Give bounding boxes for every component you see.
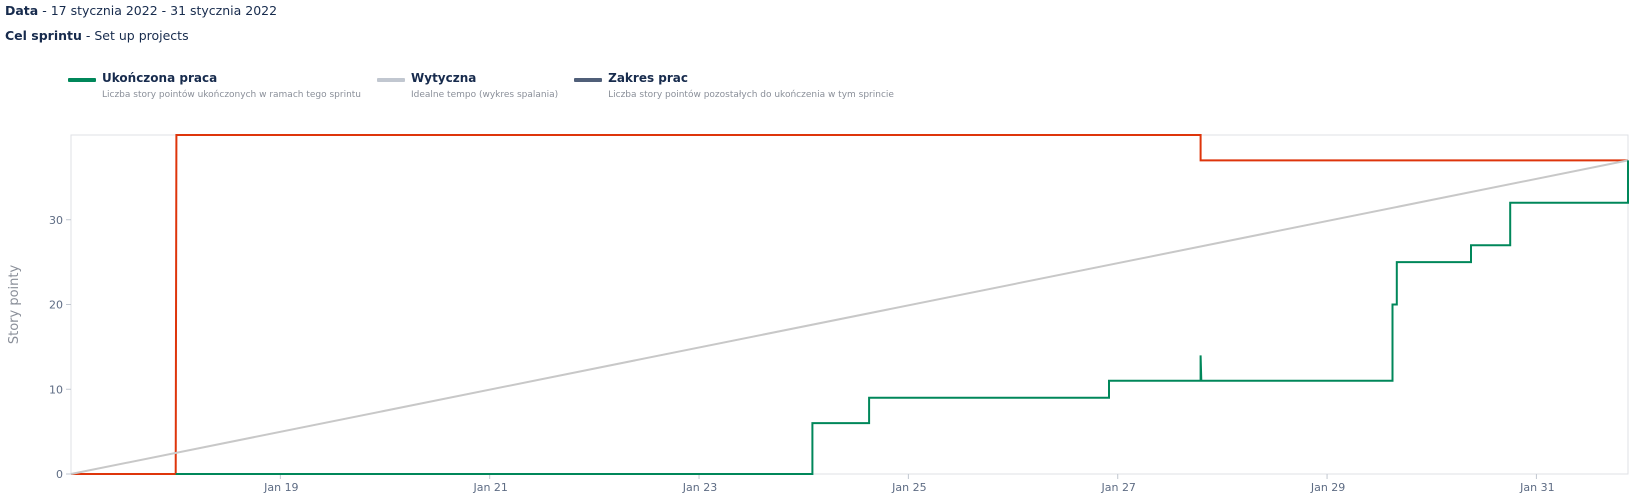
chart-legend: Ukończona praca Liczba story pointów uko… xyxy=(68,70,910,102)
legend-desc: Liczba story pointów pozostałych do ukoń… xyxy=(608,90,894,100)
date-label: Data xyxy=(5,3,39,18)
legend-swatch-guideline xyxy=(377,78,406,82)
x-tick-label: Jan 23 xyxy=(682,481,717,494)
y-tick-label: 10 xyxy=(49,383,63,396)
legend-name: Wytyczna xyxy=(411,71,477,85)
series-line-ukończona-praca xyxy=(175,160,1629,475)
y-tick-label: 0 xyxy=(56,468,63,481)
legend-item-scope[interactable]: Zakres prac Liczba story pointów pozosta… xyxy=(574,70,894,102)
sprint-goal: Cel sprintu - Set up projects xyxy=(5,28,189,44)
legend-item-completed[interactable]: Ukończona praca Liczba story pointów uko… xyxy=(68,70,361,102)
legend-name: Zakres prac xyxy=(608,71,688,85)
series-line-zakres-prac xyxy=(71,134,1628,475)
legend-swatch-completed xyxy=(68,78,96,82)
legend-desc: Idealne tempo (wykres spalania) xyxy=(411,90,559,100)
legend-desc: Liczba story pointów ukończonych w ramac… xyxy=(102,90,362,100)
x-tick-label: Jan 19 xyxy=(263,481,298,494)
y-axis-title: Story pointy xyxy=(7,265,22,345)
x-tick-label: Jan 27 xyxy=(1100,481,1135,494)
legend-swatch-scope xyxy=(574,78,603,82)
y-tick-label: 30 xyxy=(49,214,63,227)
x-tick-label: Jan 31 xyxy=(1519,481,1554,494)
goal-value: - Set up projects xyxy=(81,28,189,43)
legend-name: Ukończona praca xyxy=(102,71,218,85)
legend-item-guideline[interactable]: Wytyczna Idealne tempo (wykres spalania) xyxy=(377,70,558,102)
series-line-wytyczna xyxy=(70,159,1629,475)
goal-label: Cel sprintu xyxy=(5,28,82,43)
x-tick-label: Jan 25 xyxy=(891,481,926,494)
x-tick-label: Jan 29 xyxy=(1310,481,1345,494)
date-value: - 17 stycznia 2022 - 31 stycznia 2022 xyxy=(38,3,278,18)
x-tick-label: Jan 21 xyxy=(472,481,507,494)
y-tick-label: 20 xyxy=(49,299,63,312)
sprint-date: Data - 17 stycznia 2022 - 31 stycznia 20… xyxy=(5,3,277,19)
